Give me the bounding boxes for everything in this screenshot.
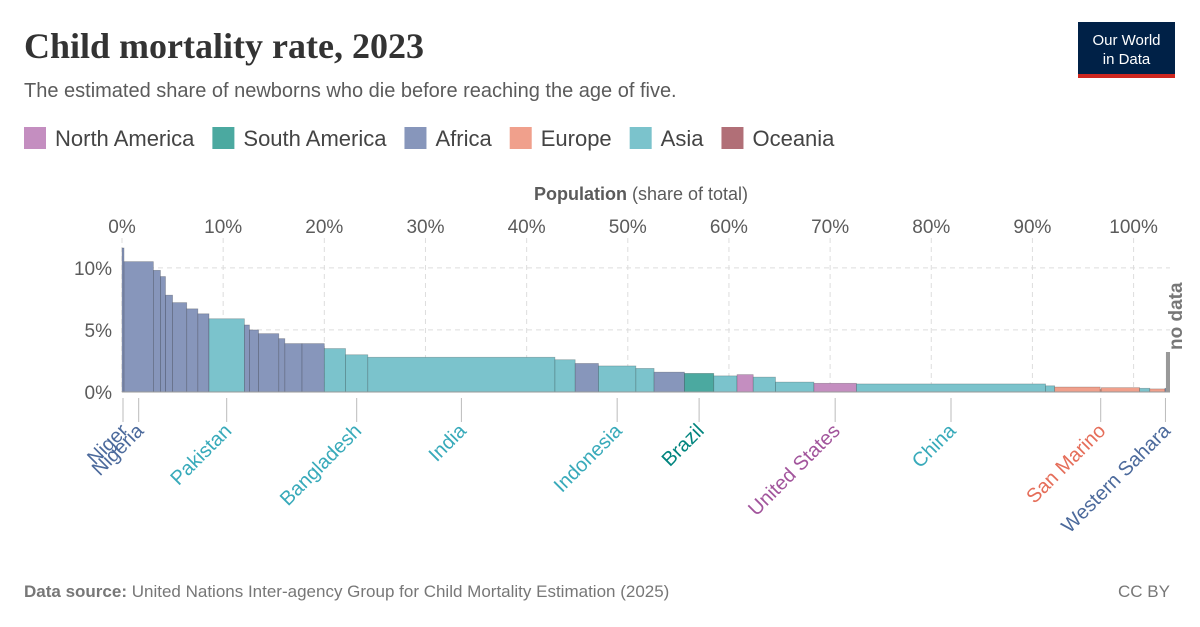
x-category-label: Brazil bbox=[658, 420, 709, 471]
bar bbox=[1164, 387, 1167, 393]
x-tick-label: 50% bbox=[609, 217, 647, 238]
x-tick-label: 20% bbox=[305, 217, 343, 238]
x-tick-label: 100% bbox=[1109, 217, 1158, 238]
legend-label: Africa bbox=[435, 126, 492, 151]
logo-box bbox=[1078, 22, 1175, 74]
legend-label: Asia bbox=[661, 126, 705, 151]
legend-label: Oceania bbox=[752, 126, 835, 151]
chart-subtitle: The estimated share of newborns who die … bbox=[24, 80, 677, 102]
x-category-label: India bbox=[425, 419, 472, 466]
bar bbox=[258, 333, 280, 393]
bar bbox=[284, 343, 303, 393]
x-tick-label: 40% bbox=[508, 217, 546, 238]
x-tick-label: 0% bbox=[108, 217, 136, 238]
y-tick-label: 0% bbox=[85, 383, 113, 404]
x-category-label: United States bbox=[744, 420, 844, 520]
bar bbox=[713, 375, 738, 393]
legend: North America South America Africa Europe As… bbox=[24, 126, 835, 151]
bar bbox=[345, 354, 369, 393]
bar bbox=[165, 294, 173, 393]
source-label: Data source: bbox=[24, 582, 127, 601]
bar bbox=[123, 261, 154, 393]
logo-underline bbox=[1078, 74, 1175, 78]
bar bbox=[775, 381, 815, 393]
bar bbox=[736, 374, 754, 393]
no-data-label: no data bbox=[1166, 282, 1187, 350]
x-tick-label: 10% bbox=[204, 217, 242, 238]
x-tick-label: 80% bbox=[912, 217, 950, 238]
bar bbox=[244, 324, 250, 393]
bar bbox=[684, 373, 715, 393]
x-tick-label: 30% bbox=[406, 217, 444, 238]
legend-swatch bbox=[509, 127, 532, 149]
bar bbox=[856, 383, 1046, 393]
y-tick-label: 10% bbox=[74, 259, 112, 280]
bar bbox=[1054, 386, 1101, 393]
bar bbox=[813, 382, 857, 393]
legend-swatch bbox=[629, 127, 652, 149]
legend-label: South America bbox=[243, 126, 387, 151]
x-tick-label: 70% bbox=[811, 217, 849, 238]
legend-swatch bbox=[24, 127, 46, 149]
plot: 0% 10% 20% 30% 40% 50% 60% 70% 80% 90% 100% 0% 5% 10%… bbox=[74, 217, 1187, 537]
bar bbox=[249, 329, 259, 393]
source-text: United Nations Inter-agency Group for Ch… bbox=[132, 582, 670, 601]
bar bbox=[172, 302, 188, 393]
bar bbox=[367, 356, 556, 393]
bar bbox=[197, 313, 210, 393]
bar bbox=[574, 363, 599, 393]
x-tick-label: 60% bbox=[710, 217, 748, 238]
source: Data source: United Nations Inter-agency… bbox=[24, 582, 669, 601]
bar bbox=[208, 318, 245, 393]
bar bbox=[323, 348, 346, 393]
bar bbox=[598, 365, 637, 393]
logo-text: Our World bbox=[1092, 32, 1160, 49]
x-axis-title: Population (share of total) bbox=[534, 184, 748, 204]
bar bbox=[153, 269, 161, 393]
legend-label: North America bbox=[55, 126, 195, 151]
x-axis-title-main: Population bbox=[534, 184, 627, 204]
logo-text: in Data bbox=[1103, 51, 1151, 68]
y-tick-label: 5% bbox=[85, 321, 113, 342]
x-category-label: Pakistan bbox=[166, 420, 236, 490]
chart-title: Child mortality rate, 2023 bbox=[24, 26, 424, 66]
bar bbox=[635, 368, 655, 393]
bar bbox=[160, 276, 166, 393]
x-category-label: China bbox=[908, 419, 961, 472]
bar bbox=[1100, 387, 1141, 393]
license: CC BY bbox=[1118, 582, 1170, 601]
bar bbox=[1045, 385, 1056, 393]
bar bbox=[752, 376, 776, 393]
no-data-bar bbox=[1165, 352, 1170, 392]
legend-swatch bbox=[212, 127, 235, 149]
bar bbox=[1139, 387, 1151, 393]
x-category-label: Western Sahara bbox=[1057, 419, 1175, 537]
x-axis-title-note: (share of total) bbox=[632, 184, 748, 204]
legend-label: Europe bbox=[541, 126, 612, 151]
bar bbox=[653, 371, 685, 393]
legend-swatch bbox=[721, 127, 744, 149]
bar bbox=[186, 308, 199, 393]
x-tick-label: 90% bbox=[1013, 217, 1051, 238]
bar bbox=[278, 338, 286, 393]
x-category-label: Indonesia bbox=[550, 419, 628, 497]
x-category-label: Bangladesh bbox=[276, 420, 366, 510]
legend-swatch bbox=[404, 127, 427, 149]
bar bbox=[301, 343, 325, 393]
bar bbox=[554, 359, 576, 393]
